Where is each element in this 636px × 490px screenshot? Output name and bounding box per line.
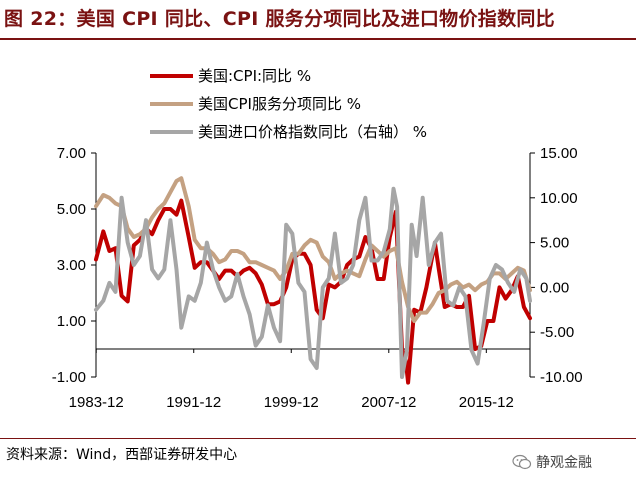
line-chart: 7.00 5.00 3.00 1.00 -1.00 15.00 10.00 5.00 0.00 -… <box>52 67 583 411</box>
footer-divider <box>0 438 636 439</box>
y-right-tick-label: -5.00 <box>540 324 574 341</box>
chart-title: 图 22：美国 CPI 同比、CPI 服务分项同比及进口物价指数同比 <box>4 8 555 30</box>
series-line-1 <box>94 198 532 385</box>
y-right-tick-label: 0.00 <box>540 279 569 296</box>
x-tick-label: 1991-12 <box>166 394 221 411</box>
y-left-tick-label: 1.00 <box>57 313 86 330</box>
series-line-2 <box>94 176 532 323</box>
series-line-3 <box>94 186 532 379</box>
x-tick-label: 1999-12 <box>264 394 319 411</box>
y-right-tick-label: 15.00 <box>540 145 578 162</box>
x-tick-label: 1983-12 <box>69 394 124 411</box>
wechat-icon <box>512 454 532 470</box>
legend-label-2: 美国CPI服务分项同比 % <box>198 95 361 113</box>
watermark-text: 静观金融 <box>536 455 592 471</box>
legend-label-3: 美国进口价格指数同比（右轴） % <box>198 123 427 141</box>
watermark: 静观金融 <box>512 452 592 472</box>
y-right-tick-label: -10.00 <box>540 369 583 386</box>
y-left-tick-label: 3.00 <box>57 257 86 274</box>
y-right-tick-label: 5.00 <box>540 235 569 252</box>
source-note: 资料来源：Wind，西部证券研发中心 <box>6 447 238 463</box>
title-divider <box>0 38 636 40</box>
y-left-tick-label: -1.00 <box>52 369 86 386</box>
x-tick-label: 2015-12 <box>459 394 514 411</box>
y-left-tick-label: 5.00 <box>57 201 86 218</box>
x-tick-label: 2007-12 <box>361 394 416 411</box>
y-left-tick-label: 7.00 <box>57 145 86 162</box>
y-right-tick-label: 10.00 <box>540 190 578 207</box>
legend-label-1: 美国:CPI:同比 % <box>198 67 311 85</box>
